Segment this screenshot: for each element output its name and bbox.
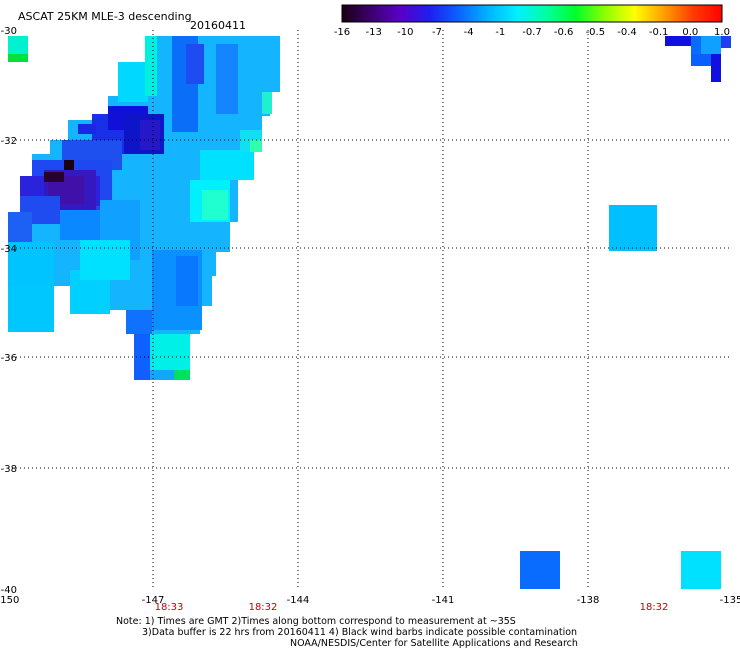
map-date: 20160411 xyxy=(190,19,246,32)
lat-tick-label: -32 xyxy=(1,136,17,147)
colorbar-tick-label: 1.0 xyxy=(714,27,730,38)
colorbar-tick-label: -0.4 xyxy=(617,27,637,38)
swath-cell xyxy=(8,242,54,286)
pass-time-labels: 18:33 18:32 18:32 xyxy=(155,602,669,613)
lat-tick-label: -40 xyxy=(1,585,17,596)
swath-cell xyxy=(150,370,174,380)
swath-cell xyxy=(262,92,272,114)
colorbar-tick-label: -0.6 xyxy=(554,27,574,38)
colorbar-tick-label: -0.5 xyxy=(586,27,606,38)
swath-cell xyxy=(60,210,100,240)
swath-cell xyxy=(8,212,32,242)
swath-cell xyxy=(140,120,160,150)
footnote-credit: NOAA/NESDIS/Center for Satellite Applica… xyxy=(290,638,578,649)
colorbar-labels: -16 -13 -10 -7 -4 -1 -0.7 -0.6 -0.5 -0.4 -0.1 0.0 1.… xyxy=(334,27,730,38)
colorbar-tick-label: -0.1 xyxy=(649,27,669,38)
lon-tick-label: -144 xyxy=(287,595,310,606)
colorbar-tick-label: 0.0 xyxy=(682,27,698,38)
footnote-line-1: Note: 1) Times are GMT 2)Times along bot… xyxy=(116,616,516,627)
colorbar-gradient xyxy=(341,4,723,23)
swath-cell xyxy=(64,160,74,170)
data-cell xyxy=(681,551,721,589)
map-grid xyxy=(8,30,731,589)
colorbar-tick-label: -0.7 xyxy=(522,27,542,38)
swath-cell xyxy=(134,334,150,380)
colorbar-tick-label: -1 xyxy=(495,27,505,38)
swath-cell xyxy=(216,44,238,114)
data-cell xyxy=(520,551,560,589)
lat-tick-label: -38 xyxy=(1,464,17,475)
swath-cell xyxy=(174,370,190,380)
lat-tick-label: -36 xyxy=(1,353,17,364)
swath-cell xyxy=(80,240,130,280)
lat-tick-label: -34 xyxy=(1,244,17,255)
pass-time-label: 18:32 xyxy=(640,602,669,613)
footnote-line-2: 3)Data buffer is 22 hrs from 20160411 4)… xyxy=(142,627,578,638)
data-cell xyxy=(8,54,28,62)
data-cell xyxy=(609,205,657,251)
pass-time-label: 18:33 xyxy=(155,602,184,613)
map-title: ASCAT 25KM MLE-3 descending xyxy=(18,10,192,23)
lon-tick-label: -135 xyxy=(720,595,740,606)
latitude-labels: -30 -32 -34 -36 -38 -40 xyxy=(1,26,17,596)
lon-tick-label: -150 xyxy=(0,595,19,606)
data-swath xyxy=(8,36,280,380)
swath-cell xyxy=(202,190,228,220)
swath-cell xyxy=(186,44,204,84)
swath-cell xyxy=(145,36,157,96)
pass-time-label: 18:32 xyxy=(249,602,278,613)
data-corner-ne xyxy=(665,36,731,82)
lat-tick-label: -30 xyxy=(1,26,17,37)
swath-cell xyxy=(200,150,254,180)
colorbar-tick-label: -10 xyxy=(397,27,413,38)
swath-cell xyxy=(126,310,152,334)
swath-cell xyxy=(44,172,64,182)
lon-tick-label: -147 xyxy=(142,595,165,606)
colorbar xyxy=(341,4,723,23)
colorbar-tick-label: -7 xyxy=(432,27,442,38)
data-cell xyxy=(8,36,28,54)
swath-cell xyxy=(250,140,262,152)
lon-tick-label: -141 xyxy=(432,595,455,606)
swath-cell xyxy=(176,256,198,306)
lon-tick-label: -138 xyxy=(577,595,600,606)
longitude-labels: -150 -147 -144 -141 -138 -135 xyxy=(0,595,740,606)
swath-cell xyxy=(150,334,190,370)
colorbar-tick-label: -4 xyxy=(464,27,474,38)
swath-cell xyxy=(8,286,54,332)
colorbar-tick-label: -13 xyxy=(365,27,381,38)
swath-cell xyxy=(78,124,96,134)
swath-cell xyxy=(118,62,148,102)
colorbar-tick-label: -16 xyxy=(334,27,350,38)
